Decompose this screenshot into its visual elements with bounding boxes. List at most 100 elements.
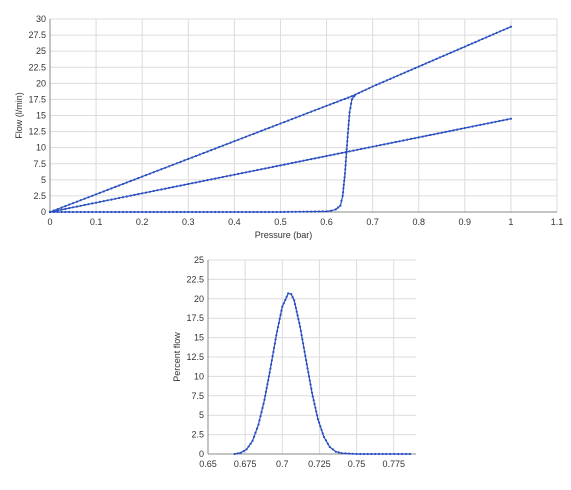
flow-series-2-marker xyxy=(337,152,340,155)
flow-series-2-marker xyxy=(248,170,251,173)
percent-series-1-marker xyxy=(257,423,260,426)
percent-series-1-marker xyxy=(274,338,277,341)
flow-series-1-marker xyxy=(382,80,385,83)
y-tick-label: 10 xyxy=(36,143,46,153)
percent-series-1-marker xyxy=(305,363,308,366)
flow-series-2-marker xyxy=(444,130,447,133)
flow-series-2-marker xyxy=(202,179,205,182)
flow-series-2-marker xyxy=(459,127,463,130)
percent-series-1-marker xyxy=(348,452,351,455)
flow-series-2-marker xyxy=(371,145,374,148)
x-tick-label: 0.6 xyxy=(320,217,333,227)
percent-series-1-marker xyxy=(263,398,266,401)
flow-series-3-marker xyxy=(330,209,333,212)
flow-series-3-marker xyxy=(345,148,348,151)
flow-series-3-marker xyxy=(279,210,282,214)
flow-series-2-marker xyxy=(279,164,282,167)
percent-series-1-marker xyxy=(266,383,269,386)
flow-series-2-marker xyxy=(425,134,428,137)
flow-series-1-marker xyxy=(467,44,470,47)
flow-series-3-marker xyxy=(79,210,82,214)
flow-series-3-marker xyxy=(102,210,105,214)
flow-series-3-marker xyxy=(214,210,217,214)
flow-series-1-marker xyxy=(79,199,82,202)
flow-series-2-marker xyxy=(183,183,186,186)
y-tick-label: 5 xyxy=(41,175,46,185)
percent-series-1-marker xyxy=(296,314,299,317)
flow-series-2-marker xyxy=(137,193,140,196)
flow-series-1-marker xyxy=(279,122,282,125)
flow-series-2-marker xyxy=(98,200,101,203)
flow-series-1-marker xyxy=(164,166,167,169)
flow-series-1-marker xyxy=(329,103,332,106)
flow-series-2-marker xyxy=(329,154,332,157)
percent-series-1-marker xyxy=(293,303,297,306)
flow-series-3-marker xyxy=(310,210,313,213)
flow-series-2-marker xyxy=(271,165,274,168)
flow-series-2-marker xyxy=(110,198,113,201)
flow-series-3-marker xyxy=(60,210,63,214)
flow-series-2-marker xyxy=(386,142,390,145)
percent-series-1-marker xyxy=(298,321,301,325)
percent-series-1-marker xyxy=(251,439,254,442)
y-tick-label: 20 xyxy=(36,78,46,88)
percent-series-1-marker xyxy=(302,346,305,349)
percent-series-1-marker xyxy=(299,325,302,328)
y-tick-label: 0 xyxy=(41,207,46,217)
flow-series-1-marker xyxy=(347,96,350,99)
flow-series-2-marker xyxy=(310,158,313,161)
flow-series-3-marker xyxy=(334,208,337,211)
percent-series-1-marker xyxy=(302,342,305,345)
flow-series-1-marker xyxy=(421,64,424,67)
flow-series-1-marker xyxy=(306,112,309,115)
flow-series-2-marker xyxy=(217,176,221,179)
flow-series-3-marker xyxy=(313,210,317,213)
flow-series-3-marker xyxy=(344,164,347,167)
flow-series-3-marker xyxy=(321,210,324,213)
flow-series-2-marker xyxy=(375,144,378,147)
percent-series-1-marker xyxy=(362,452,366,456)
flow-series-3-marker xyxy=(71,210,75,214)
flow-series-2-marker xyxy=(356,148,359,151)
flow-series-2-marker xyxy=(394,140,397,144)
percent-series-1-marker xyxy=(385,452,388,456)
flow-series-3-marker xyxy=(347,123,350,126)
percent-series-1-marker xyxy=(370,452,373,456)
percent-series-1-marker xyxy=(273,342,276,345)
flow-series-1-marker xyxy=(64,205,67,208)
percent-series-1-marker xyxy=(264,394,267,397)
percent-series-1-marker xyxy=(315,410,318,413)
flow-series-3-marker xyxy=(175,210,178,214)
flow-series-1-marker xyxy=(91,194,94,197)
percent-series-1-marker xyxy=(331,448,334,451)
percent-series-1-marker xyxy=(381,452,384,456)
flow-series-1-marker xyxy=(385,79,388,82)
flow-series-2-marker xyxy=(133,193,136,196)
flow-series-1-marker xyxy=(102,190,105,193)
percent-series-1-marker xyxy=(280,309,283,312)
flow-series-1-marker xyxy=(221,144,224,147)
flow-series-1-marker xyxy=(214,147,217,150)
flow-series-3-marker xyxy=(353,95,356,98)
flow-series-1-marker xyxy=(144,174,148,177)
flow-series-1-marker xyxy=(410,68,413,71)
y-tick-label: 15 xyxy=(36,111,46,121)
flow-series-1-marker xyxy=(481,37,484,41)
flow-series-1-marker xyxy=(179,160,182,163)
flow-series-1-marker xyxy=(470,42,473,45)
flow-series-3-marker xyxy=(342,191,345,194)
flow-series-2-marker xyxy=(206,179,209,182)
flow-series-1-marker xyxy=(354,93,357,96)
y-tick-label: 30 xyxy=(36,14,46,24)
percent-series-1-marker xyxy=(258,419,261,422)
flow-series-2-marker xyxy=(102,200,105,203)
y-tick-label: 22.5 xyxy=(186,274,204,284)
x-tick-label: 0.4 xyxy=(228,217,241,227)
flow-series-2-marker xyxy=(456,128,459,131)
flow-series-1-marker xyxy=(392,76,395,79)
flow-series-3-marker xyxy=(121,210,125,214)
flow-series-2-marker xyxy=(421,135,424,138)
flow-series-2-marker xyxy=(106,199,109,202)
percent-series-1-marker xyxy=(265,386,268,390)
percent-series-1-marker xyxy=(273,346,276,349)
